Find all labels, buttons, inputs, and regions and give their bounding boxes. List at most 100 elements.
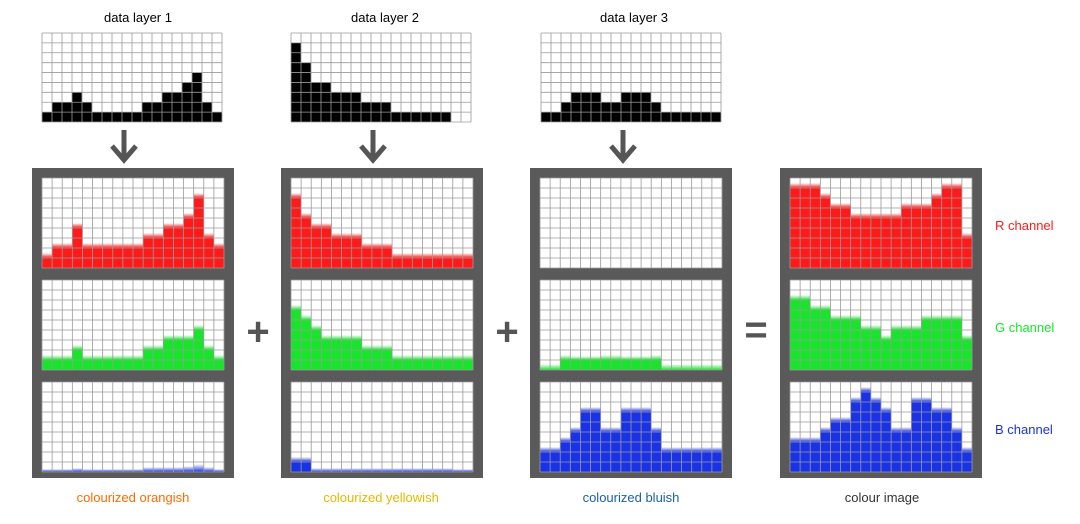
- colour-image-panel-r-channel-bar: [891, 218, 902, 268]
- colour-image-panel-g-channel-bar-fade: [941, 315, 952, 320]
- orangish-panel-r-channel-bar: [42, 258, 53, 268]
- bluish-panel-g-channel-bar-fade: [701, 364, 712, 370]
- orangish-panel-r-channel-bar-fade: [163, 223, 174, 228]
- bluish-panel-g-channel-bar-fade: [671, 364, 682, 370]
- orangish-panel-r-channel-bar-fade: [143, 233, 154, 238]
- g-channel-label: G channel: [995, 320, 1055, 335]
- data-layer-1-bar: [42, 112, 52, 122]
- yellowish-panel-g-channel-bar-fade: [371, 345, 382, 350]
- colour-image-panel-b-channel-bar-fade: [951, 427, 962, 432]
- orangish-panel-g-channel-bar: [62, 360, 73, 370]
- orangish-panel-g-channel-bar-fade: [122, 355, 133, 360]
- yellowish-panel-r-channel-bar-fade: [351, 233, 362, 238]
- orangish-panel-g-channel-bar-fade: [213, 355, 224, 360]
- orangish-panel-b-channel-bar-fade: [203, 467, 214, 472]
- colour-image-panel-b-channel-bar: [870, 402, 881, 472]
- colour-image-panel-b-channel-bar-fade: [790, 437, 801, 442]
- yellowish-panel-b-channel-bar: [301, 462, 312, 472]
- orangish-panel-g-channel-bar-fade: [52, 355, 63, 360]
- bluish-panel-g-channel-bar: [620, 360, 631, 370]
- yellowish-panel-b-channel-bar-fade: [291, 457, 302, 462]
- yellowish-panel-r-channel-bar: [392, 258, 403, 268]
- colour-image-panel-g-channel-bar-fade: [870, 325, 881, 330]
- orangish-panel-r-channel-bar-fade: [52, 243, 63, 248]
- orangish-panel-g-channel-bar: [92, 360, 103, 370]
- colour-image-panel-r-channel-bar-fade: [820, 193, 831, 198]
- orangish-panel-b-channel-bar-fade: [193, 464, 204, 472]
- data-layer-2-bar: [331, 92, 341, 122]
- bluish-panel-g-channel-bar-fade: [681, 364, 692, 370]
- r-channel-label: R channel: [995, 218, 1054, 233]
- yellowish-panel-b-channel-bar-fade: [311, 468, 322, 472]
- colour-image-panel-b-channel-bar-fade: [860, 387, 871, 392]
- data-layer-2-bar: [391, 112, 401, 122]
- colour-image-panel-b-channel-bar-fade: [961, 447, 972, 452]
- data-layer-1-title: data layer 1: [104, 10, 172, 25]
- colour-image-panel-g-channel-bar-fade: [881, 335, 892, 340]
- data-layer-3-bar: [631, 92, 641, 122]
- yellowish-panel-g-channel-bar-fade: [432, 355, 443, 360]
- colour-image-panel-r-channel-bar-fade: [840, 203, 851, 208]
- yellowish-panel-b-channel-bar-fade: [392, 468, 403, 472]
- yellowish-panel-b-channel-bar-fade: [371, 468, 382, 472]
- bluish-panel-g-channel-bar-fade: [590, 356, 601, 360]
- yellowish-panel-r-channel-bar-fade: [412, 253, 423, 258]
- yellowish-panel-g-channel-bar: [412, 360, 423, 370]
- orangish-panel-r-channel-bar-fade: [102, 243, 113, 248]
- yellowish-panel: [281, 168, 483, 478]
- colour-image-panel-b-channel-bar: [840, 422, 851, 472]
- data-layer-2-bar: [341, 92, 351, 122]
- bluish-panel-g-channel-bar: [560, 360, 571, 370]
- grid-lines: [789, 177, 973, 269]
- colour-image-panel-r-channel-bar: [881, 218, 892, 268]
- bluish-panel-b-channel-bar: [560, 442, 571, 472]
- colour-image-panel-r-channel-bar-fade: [860, 213, 871, 218]
- yellowish-panel-r-channel-bar: [432, 258, 443, 268]
- yellowish-panel-b-channel-bar-fade: [422, 468, 433, 472]
- colour-image-panel-r-channel-bar-fade: [931, 193, 942, 198]
- yellowish-panel-b-channel-bar-fade: [382, 468, 393, 472]
- colour-image-panel-g-channel-bar: [941, 320, 952, 370]
- colour-image-panel-r-channel-bar: [860, 218, 871, 268]
- orangish-panel: [32, 168, 234, 478]
- grid-lines: [41, 279, 225, 371]
- orangish-panel-g-channel-bar: [102, 360, 113, 370]
- colour-image-panel-g-channel-bar-fade: [931, 315, 942, 320]
- colour-image-panel: [780, 168, 982, 478]
- orangish-panel-g-channel-bar: [183, 340, 194, 370]
- yellowish-panel-r-channel-bar-fade: [311, 223, 322, 228]
- colour-image-panel-r-channel-bar-fade: [800, 183, 811, 188]
- orangish-panel-g-channel-bar: [112, 360, 123, 370]
- colour-image-panel-r-channel-bar: [961, 238, 972, 268]
- arrow-head: [110, 144, 138, 164]
- yellowish-panel-g-channel-bar: [331, 340, 342, 370]
- bluish-panel-g-channel-bar-fade: [560, 355, 571, 360]
- grid-lines: [41, 177, 225, 269]
- yellowish-panel-b-channel-bar-fade: [321, 468, 332, 472]
- bluish-panel-g-channel-bar-fade: [641, 356, 652, 360]
- colour-image-panel-r-channel-bar-fade: [790, 183, 801, 188]
- yellowish-panel-g-channel-bar-fade: [301, 315, 312, 320]
- bluish-panel-g-channel-bar-fade: [631, 356, 642, 360]
- orangish-panel-g-channel-bar-fade: [153, 345, 164, 350]
- data-layer-1-bar: [192, 72, 202, 122]
- orangish-panel-r-channel-bar: [153, 238, 164, 268]
- data-layer-3-bar: [571, 92, 581, 122]
- b-channel-label: B channel: [995, 422, 1053, 437]
- orangish-panel-g-channel-bar-fade: [143, 345, 154, 350]
- colour-image-panel-g-channel-bar-fade: [840, 315, 851, 320]
- caption-bluish: colourized bluish: [582, 490, 680, 505]
- yellowish-panel-b-channel-bar-fade: [351, 468, 362, 472]
- colour-image-panel-g-channel-bar-fade: [820, 305, 831, 310]
- colour-image-panel-r-channel-bar-fade: [941, 183, 952, 188]
- yellowish-panel-g-channel-bar: [422, 360, 433, 370]
- yellowish-panel-b-channel-bar-fade: [432, 468, 443, 472]
- orangish-panel-r-channel-bar: [143, 238, 154, 268]
- down-arrow-icon: [609, 130, 637, 164]
- grid-lines: [290, 279, 474, 371]
- orangish-panel-g-channel-bar: [133, 360, 144, 370]
- bluish-panel-b-channel-bar-fade: [620, 407, 631, 412]
- orangish-panel-r-channel-bar-fade: [122, 243, 133, 248]
- colour-image-panel-b-channel-bar-fade: [820, 427, 831, 432]
- yellowish-panel-r-channel-bar: [422, 258, 433, 268]
